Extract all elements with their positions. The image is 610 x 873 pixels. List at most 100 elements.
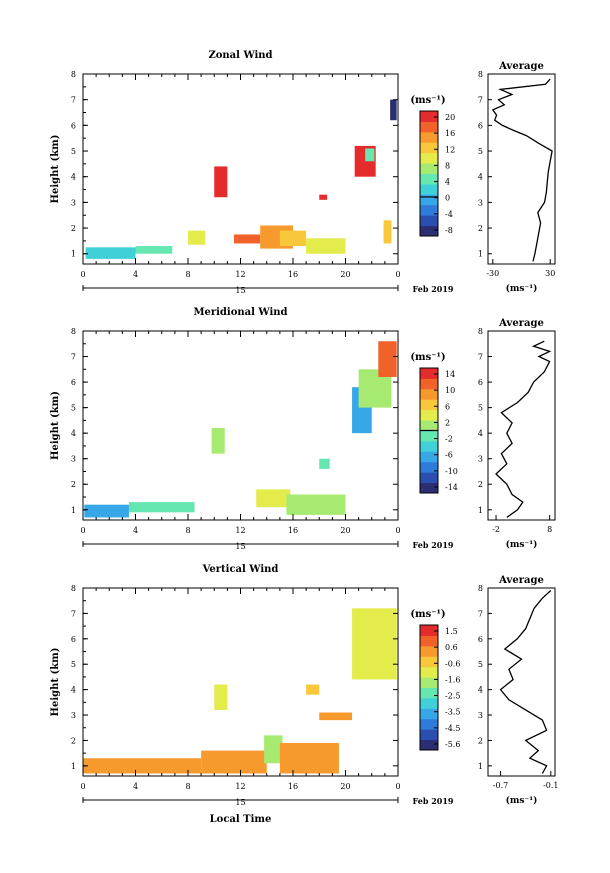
- date-day-label: 15: [235, 798, 245, 807]
- data-cell: [214, 684, 228, 710]
- y-tick-label: 7: [71, 353, 76, 362]
- average-y-tick-label: 4: [478, 173, 483, 182]
- average-profile-line: [495, 340, 552, 518]
- colorbar-tick-label: -5.6: [445, 740, 460, 749]
- colorbar-tick-label: -4: [445, 210, 453, 219]
- data-cell: [378, 341, 397, 377]
- average-y-tick-label: 5: [478, 660, 483, 669]
- average-y-tick-label: 5: [478, 404, 483, 413]
- average-x-tick-label: -30: [486, 269, 499, 278]
- colorbar-segment: [420, 142, 438, 154]
- average-y-tick-label: 2: [478, 736, 483, 745]
- x-tick-label: 0: [395, 782, 400, 791]
- panel-title: Vertical Wind: [202, 564, 279, 575]
- data-cell: [383, 220, 392, 244]
- average-y-tick-label: 8: [478, 70, 483, 79]
- data-cell: [256, 489, 291, 508]
- y-axis-label: Height (km): [50, 391, 61, 460]
- colorbar-segment: [420, 111, 438, 122]
- colorbar-segment: [420, 121, 438, 133]
- colorbar-tick-label: 20: [445, 113, 455, 122]
- colorbar-segment: [420, 368, 438, 379]
- colorbar-segment: [420, 152, 438, 164]
- y-tick-label: 8: [71, 327, 76, 336]
- colorbar-segment: [420, 472, 438, 484]
- average-y-tick-label: 2: [478, 224, 483, 233]
- x-tick-label: 16: [288, 782, 298, 791]
- y-tick-label: 5: [71, 404, 76, 413]
- average-profile-line: [499, 590, 552, 774]
- colorbar-tick-label: 1.5: [445, 627, 458, 636]
- data-cell: [264, 735, 283, 764]
- average-y-tick-label: 8: [478, 327, 483, 336]
- colorbar-segment: [420, 461, 438, 473]
- colorbar-segment: [420, 451, 438, 463]
- y-tick-label: 7: [71, 609, 76, 618]
- y-tick-label: 6: [71, 635, 76, 644]
- average-frame: [487, 587, 556, 777]
- x-tick-label: 8: [185, 526, 190, 535]
- y-axis-label: Height (km): [50, 135, 61, 204]
- data-cell: [201, 750, 267, 774]
- date-day-label: 15: [235, 542, 245, 551]
- x-tick-label: 0: [395, 270, 400, 279]
- y-tick-label: 1: [71, 762, 76, 771]
- colorbar-segment: [420, 677, 438, 688]
- y-tick-label: 2: [71, 224, 76, 233]
- colorbar-segment: [420, 729, 438, 741]
- data-cell: [135, 246, 173, 254]
- colorbar-unit: (ms⁻¹): [410, 95, 445, 106]
- average-profile-line: [491, 78, 553, 262]
- panel-title: Meridional Wind: [193, 307, 287, 318]
- average-y-tick-label: 6: [478, 635, 483, 644]
- colorbar-tick-label: 10: [445, 386, 455, 395]
- colorbar-tick-label: 6: [445, 402, 450, 411]
- y-tick-label: 6: [71, 121, 76, 130]
- x-tick-label: 4: [133, 782, 138, 791]
- average-y-tick-label: 5: [478, 147, 483, 156]
- colorbar-segment: [420, 183, 438, 195]
- colorbar-tick-label: 16: [445, 129, 455, 138]
- colorbar-tick-label: -3.5: [445, 708, 460, 717]
- average-frame: [487, 73, 556, 265]
- colorbar-segment: [420, 215, 438, 227]
- colorbar-tick-label: 12: [445, 145, 455, 154]
- data-cell: [365, 148, 375, 162]
- x-tick-label: 4: [133, 526, 138, 535]
- y-tick-label: 8: [71, 70, 76, 79]
- colorbar-tick-label: -6: [445, 451, 453, 460]
- x-tick-label: 0: [80, 526, 85, 535]
- x-axis-label: Local Time: [210, 814, 272, 825]
- x-tick-label: 8: [185, 782, 190, 791]
- colorbar-tick-label: 14: [445, 370, 455, 379]
- colorbar-tick-label: 0: [445, 194, 450, 203]
- date-day-label: 15: [235, 286, 245, 295]
- average-y-tick-label: 4: [478, 686, 483, 695]
- data-cell: [306, 684, 320, 695]
- colorbar-tick-label: 0.6: [445, 643, 458, 652]
- x-tick-label: 20: [340, 270, 350, 279]
- y-tick-label: 2: [71, 736, 76, 745]
- data-cell: [319, 458, 330, 469]
- colorbar-segment: [420, 204, 438, 216]
- average-title: Average: [498, 318, 544, 329]
- x-tick-label: 12: [235, 270, 245, 279]
- data-cell: [279, 230, 307, 247]
- x-tick-label: 20: [340, 782, 350, 791]
- y-tick-label: 2: [71, 480, 76, 489]
- colorbar-segment: [420, 409, 438, 421]
- average-x-tick-label: -0.7: [493, 781, 508, 790]
- average-y-tick-label: 1: [478, 250, 483, 259]
- average-y-tick-label: 2: [478, 480, 483, 489]
- colorbar-segment: [420, 708, 438, 720]
- data-cell: [211, 428, 225, 454]
- data-cell: [233, 234, 261, 244]
- data-cell: [214, 166, 228, 198]
- average-x-tick-label: 8: [547, 525, 552, 534]
- x-tick-label: 8: [185, 270, 190, 279]
- colorbar-tick-label: -0.6: [445, 659, 460, 668]
- average-y-tick-label: 8: [478, 584, 483, 593]
- data-cell: [85, 247, 136, 259]
- colorbar-segment: [420, 687, 438, 699]
- data-cell: [306, 238, 346, 254]
